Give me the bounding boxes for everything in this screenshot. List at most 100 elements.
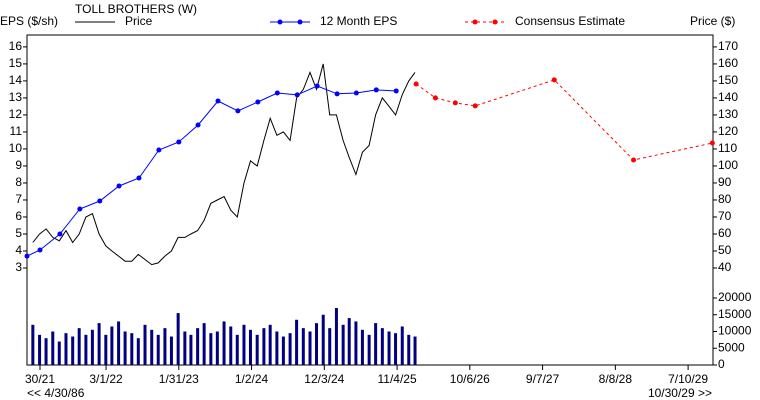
volume-bar [209, 333, 213, 365]
volume-bar [301, 328, 305, 365]
x-tick-label: 8/8/28 [599, 372, 633, 386]
series-point [176, 139, 182, 145]
volume-bar [215, 331, 219, 365]
y2-tick-label: 130 [718, 107, 738, 121]
y-tick-label: 3 [15, 260, 22, 274]
volume-bar [97, 323, 101, 365]
y2-tick-label: 70 [718, 209, 732, 223]
volume-bar [183, 331, 187, 365]
series-point [37, 247, 43, 253]
y2-tick-label: 170 [718, 39, 738, 53]
volume-bar [347, 318, 351, 365]
volume-bar [295, 319, 299, 365]
series-point [472, 103, 478, 109]
y2-axis-label: Price ($) [690, 14, 735, 28]
series-point [156, 147, 162, 153]
volume-bar [308, 331, 312, 365]
series-point [215, 98, 221, 104]
volume-bar [64, 333, 68, 365]
y-tick-label: 8 [15, 175, 22, 189]
chart-title: TOLL BROTHERS (W) [75, 2, 197, 16]
x-tick-label: 30/21 [25, 372, 55, 386]
series-point [136, 175, 142, 181]
series-point [393, 88, 399, 94]
y-tick-label: 5 [15, 226, 22, 240]
volume-tick-label: 15000 [718, 307, 752, 321]
series-point [551, 77, 557, 83]
legend-dot [472, 19, 478, 25]
volume-bar [123, 331, 127, 365]
volume-tick-label: 10000 [718, 324, 752, 338]
nav-back[interactable]: << 4/30/86 [27, 386, 85, 400]
legend-dot [492, 19, 498, 25]
volume-bar [387, 331, 391, 365]
series-point [314, 83, 320, 89]
y-tick-label: 7 [15, 192, 22, 206]
volume-bar [38, 334, 42, 365]
volume-bar [321, 314, 325, 365]
x-tick-label: 9/7/27 [526, 372, 560, 386]
x-tick-label: 12/3/24 [304, 372, 344, 386]
volume-bar [77, 328, 81, 365]
series-point [334, 91, 340, 97]
volume-bar [334, 308, 338, 365]
series-point [373, 87, 379, 93]
volume-bar [57, 341, 61, 365]
series-point [116, 183, 122, 189]
series-line [32, 63, 416, 266]
volume-bar [196, 328, 200, 365]
y-tick-label: 12 [9, 107, 23, 121]
series-point [235, 108, 241, 114]
y-tick-label: 15 [9, 56, 23, 70]
y2-tick-label: 80 [718, 192, 732, 206]
volume-bar [104, 334, 108, 365]
series-point [24, 253, 30, 259]
y2-tick-label: 100 [718, 158, 738, 172]
x-tick-label: 1/31/23 [159, 372, 199, 386]
volume-bar [255, 334, 259, 365]
volume-bar [354, 321, 358, 365]
volume-bar [136, 338, 140, 365]
y-tick-label: 9 [15, 158, 22, 172]
y2-tick-label: 90 [718, 175, 732, 189]
volume-tick-label: 0 [718, 357, 725, 371]
volume-bar [407, 334, 411, 365]
y2-tick-label: 110 [718, 141, 737, 155]
plot-frame [26, 34, 714, 366]
y-tick-label: 4 [15, 243, 22, 257]
volume-bar [90, 329, 94, 365]
y-tick-label: 11 [10, 124, 23, 138]
y-tick-label: 14 [9, 73, 23, 87]
y2-tick-label: 160 [718, 56, 738, 70]
volume-bar [248, 329, 252, 365]
volume-bar [31, 324, 35, 365]
volume-bar [189, 334, 193, 365]
volume-bar [169, 336, 173, 365]
volume-bar [156, 334, 160, 365]
series-point [413, 81, 419, 87]
volume-bar [242, 324, 246, 365]
series-point [452, 100, 458, 106]
volume-bar [130, 333, 134, 365]
x-tick-label: 3/1/22 [89, 372, 123, 386]
volume-bar [400, 326, 404, 365]
y-tick-label: 13 [9, 90, 23, 104]
y2-tick-label: 120 [718, 124, 738, 138]
volume-bar [51, 331, 55, 365]
x-tick-label: 7/10/29 [668, 372, 708, 386]
volume-bar [222, 321, 226, 365]
series-point [709, 140, 715, 146]
series-point [255, 99, 261, 105]
series-line [415, 79, 713, 161]
y2-tick-label: 50 [718, 243, 732, 257]
volume-bar [202, 323, 206, 365]
volume-bar [176, 313, 180, 365]
volume-tick-label: 5000 [718, 340, 745, 354]
series-point [57, 231, 63, 237]
nav-forward[interactable]: 10/30/29 >> [648, 386, 712, 400]
volume-bar [275, 331, 279, 365]
x-tick-label: 11/4/25 [377, 372, 416, 386]
volume-bar [71, 336, 75, 365]
volume-bar [229, 326, 233, 365]
